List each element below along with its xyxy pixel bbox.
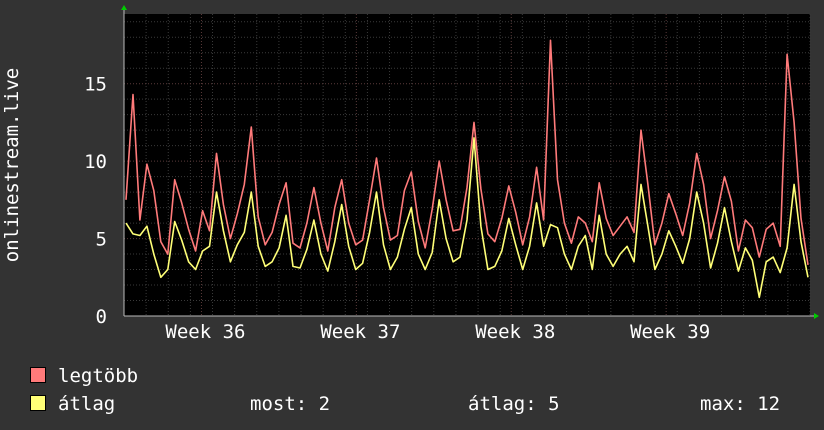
x-axis-arrow — [814, 313, 819, 319]
stat-max: max: 12 — [700, 393, 781, 415]
legend-label-legtobb: legtöbb — [58, 365, 139, 387]
x-tick-label: Week 36 — [165, 321, 245, 343]
legend-label-atlag: átlag — [58, 393, 116, 415]
series-line-átlag — [125, 137, 809, 299]
legend: legtöbb átlag most: 2 átlag: 5 max: 12 — [30, 362, 810, 418]
legend-item-atlag: átlag most: 2 átlag: 5 max: 12 — [30, 390, 810, 418]
plot-area — [124, 14, 810, 316]
y-axis-label: onlinestream.live — [1, 68, 23, 262]
x-tick-label: Week 37 — [320, 321, 400, 343]
tick-labels: 0 5 10 15 Week 36 Week 37 Week 38 Week 39 — [84, 74, 710, 343]
y-tick-label: 0 — [96, 306, 107, 328]
legend-swatch-legtobb — [30, 367, 46, 383]
y-tick-label: 15 — [84, 74, 107, 96]
y-axis-arrow — [121, 5, 127, 10]
series-line-legtöbb — [125, 39, 809, 266]
x-tick-label: Week 39 — [630, 321, 710, 343]
stat-average: átlag: 5 — [468, 393, 560, 415]
legend-item-legtobb: legtöbb — [30, 362, 810, 390]
stat-now: most: 2 — [250, 393, 331, 415]
legend-swatch-atlag — [30, 395, 46, 411]
axes — [121, 5, 819, 319]
y-tick-label: 5 — [96, 229, 107, 251]
x-tick-label: Week 38 — [475, 321, 555, 343]
series-group — [125, 39, 809, 299]
y-tick-label: 10 — [84, 151, 107, 173]
